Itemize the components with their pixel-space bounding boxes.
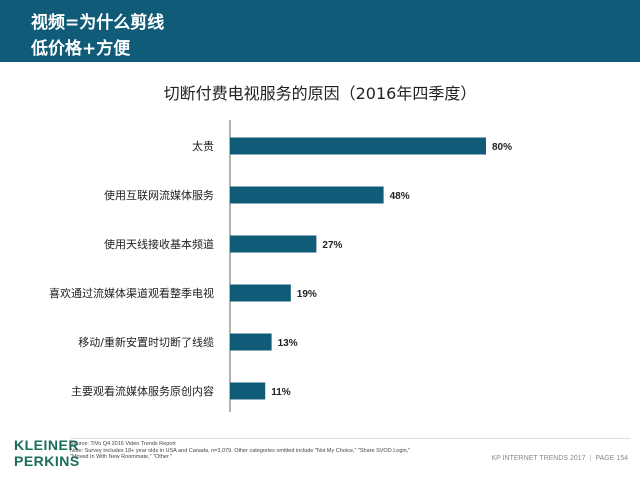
bar-2 [230, 235, 317, 253]
footer-separator: | [589, 455, 592, 462]
value-label-5: 11% [271, 387, 291, 398]
category-label-0: 太贵 [192, 140, 214, 153]
page-number: PAGE 154 [595, 455, 628, 462]
category-label-3: 喜欢通过流媒体渠道观看整季电视 [49, 286, 214, 300]
bar-0 [230, 137, 486, 155]
bar-3 [230, 284, 291, 302]
logo-line1: KLEINER [14, 437, 79, 453]
category-label-2: 使用天线接收基本频道 [104, 237, 214, 251]
value-label-0: 80% [492, 142, 512, 153]
bar-1 [230, 186, 384, 204]
chart-title: 切断付费电视服务的原因（2016年四季度） [163, 84, 477, 103]
slide-title-line1: 视频=为什么剪线 [31, 13, 165, 33]
value-label-2: 27% [322, 240, 342, 251]
value-label-3: 19% [297, 289, 317, 300]
source-line: Source: TiVo Q4 2016 Video Trends Report [70, 441, 176, 447]
source-note: Source: TiVo Q4 2016 Video Trends Report… [70, 441, 470, 461]
category-label-4: 移动/重新安置时切断了线缆 [78, 335, 214, 349]
report-name: KP INTERNET TRENDS 2017 [491, 455, 586, 462]
slide-header: 视频=为什么剪线 低价格+方便 [0, 0, 640, 62]
category-label-1: 使用互联网流媒体服务 [104, 188, 214, 202]
category-label-5: 主要观看流媒体服务原创内容 [71, 384, 214, 398]
footer-divider [70, 438, 630, 439]
bar-5 [230, 382, 266, 400]
kleiner-perkins-logo: KLEINER PERKINS [14, 437, 80, 469]
note-line: Note: Survey includes 18+ year olds in U… [70, 447, 411, 454]
bar-4 [230, 333, 272, 351]
value-label-1: 48% [390, 191, 410, 202]
logo-line2: PERKINS [14, 453, 80, 469]
note-line-cont: "Moved In With New Roommate," "Other." [70, 454, 172, 461]
slide-title-line2: 低价格+方便 [31, 39, 131, 59]
value-label-4: 13% [278, 338, 298, 349]
footer-page-info: KP INTERNET TRENDS 2017 | PAGE 154 [491, 455, 628, 462]
